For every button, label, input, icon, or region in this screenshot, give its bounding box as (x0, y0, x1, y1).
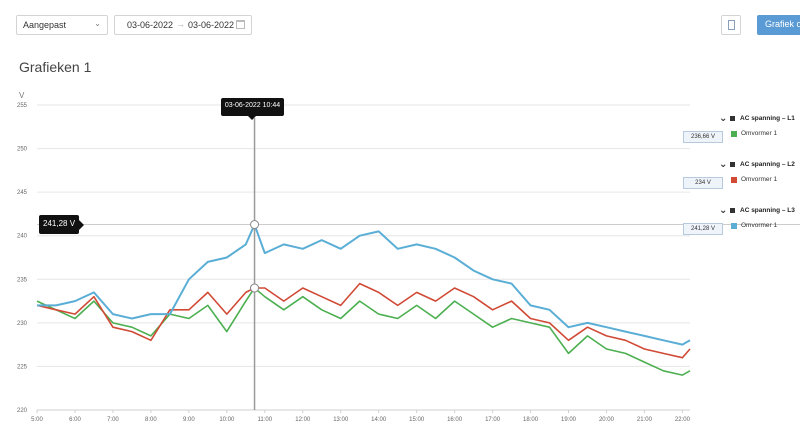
legend-item-label: Omvormer 1 (741, 222, 778, 229)
legend-item[interactable]: Omvormer 1 (719, 128, 800, 142)
cursor-marker-3 (250, 220, 260, 230)
period-select[interactable]: Aangepast ⌄ (16, 15, 108, 35)
legend-group-l1[interactable]: ⌄ AC spanning – L1 Omvormer 1 (719, 114, 800, 142)
y-tick-label: 240 (17, 234, 28, 240)
series-line-3 (37, 223, 691, 346)
series-group-swatch (730, 116, 735, 121)
date-range-picker[interactable]: 03-06-2022 → 03-06-2022 (114, 15, 252, 35)
legend-value-l1: 236,66 V (683, 131, 723, 143)
series-swatch-l1 (731, 131, 737, 137)
x-tick-label: 14:00 (371, 417, 387, 423)
legend-item[interactable]: Omvormer 1 (719, 174, 800, 188)
x-axis: 5:00 6:00 7:00 8:00 9:00 10:00 11:00 12:00 13:00… (31, 409, 691, 423)
legend-group-title: AC spanning – L2 (740, 161, 795, 168)
chevron-down-icon[interactable]: ⌄ (719, 113, 728, 124)
series-line-2 (36, 282, 691, 359)
arrow-right-icon: → (176, 19, 185, 29)
x-tick-label: 16:00 (447, 417, 463, 423)
y-tick-label: 245 (17, 190, 28, 196)
x-tick-label: 11:00 (258, 417, 273, 423)
x-tick-label: 21:00 (637, 417, 653, 423)
chart-series (36, 223, 691, 376)
x-tick-label: 15:00 (409, 417, 425, 423)
x-tick-label: 18:00 (523, 417, 539, 423)
page-title: Grafieken 1 (19, 59, 92, 75)
chevron-down-icon: ⌄ (94, 19, 101, 28)
x-tick-label: 8:00 (145, 417, 157, 423)
cursor-time-tooltip: 03-06-2022 10:44 (221, 98, 284, 120)
document-icon (728, 20, 735, 30)
legend-value-l3: 241,28 V (683, 223, 723, 235)
legend-item-label: Omvormer 1 (741, 130, 778, 137)
legend-group-header[interactable]: ⌄ AC spanning – L1 (719, 114, 800, 128)
x-tick-label: 17:00 (485, 417, 501, 423)
chart-options-button[interactable]: Grafiek o (757, 15, 800, 35)
series-swatch-l3 (731, 223, 737, 229)
y-axis-label: V (19, 91, 25, 100)
y-axis: 220 225 230 235 240 245 250 255 V (17, 91, 28, 414)
legend-value-l2: 234 V (683, 177, 723, 189)
chevron-down-icon[interactable]: ⌄ (719, 159, 728, 170)
legend-item-label: Omvormer 1 (741, 176, 778, 183)
x-tick-label: 10:00 (219, 417, 235, 423)
x-tick-label: 6:00 (69, 417, 81, 423)
date-from[interactable]: 03-06-2022 (127, 20, 174, 30)
x-tick-label: 13:00 (333, 417, 349, 423)
y-tick-label: 235 (17, 277, 28, 283)
legend-group-title: AC spanning – L3 (740, 207, 795, 214)
x-tick-label: 19:00 (561, 417, 577, 423)
legend-group-l2[interactable]: ⌄ AC spanning – L2 Omvormer 1 (719, 160, 800, 188)
x-tick-label: 7:00 (107, 417, 119, 423)
x-tick-label: 20:00 (599, 417, 615, 423)
series-group-swatch (730, 162, 735, 167)
x-tick-label: 5:00 (31, 417, 43, 423)
chart-grid (37, 104, 800, 411)
series-swatch-l2 (731, 177, 737, 183)
date-to[interactable]: 03-06-2022 (188, 20, 235, 30)
series-group-swatch (730, 208, 735, 213)
chevron-down-icon[interactable]: ⌄ (719, 205, 728, 216)
chart-cursor (250, 118, 260, 410)
export-button[interactable] (721, 15, 741, 35)
calendar-icon[interactable] (236, 20, 245, 29)
y-tick-label: 225 (17, 364, 28, 370)
y-tick-label: 255 (17, 103, 28, 109)
legend-group-header[interactable]: ⌄ AC spanning – L3 (719, 206, 800, 220)
y-tick-label: 220 (17, 408, 28, 414)
y-tick-label: 230 (17, 321, 28, 327)
x-tick-label: 9:00 (183, 417, 195, 423)
series-line-1 (36, 287, 691, 376)
x-tick-label: 22:00 (675, 417, 691, 423)
cursor-value-tag: 241,28 V (39, 215, 84, 234)
period-select-value: Aangepast (23, 20, 67, 30)
x-tick-label: 12:00 (295, 417, 311, 423)
cursor-marker-2 (250, 283, 260, 293)
legend-group-l3[interactable]: ⌄ AC spanning – L3 Omvormer 1 (719, 206, 800, 234)
legend-group-title: AC spanning – L1 (740, 115, 795, 122)
y-tick-label: 250 (17, 147, 28, 153)
legend-item[interactable]: Omvormer 1 (719, 220, 800, 234)
legend-group-header[interactable]: ⌄ AC spanning – L2 (719, 160, 800, 174)
